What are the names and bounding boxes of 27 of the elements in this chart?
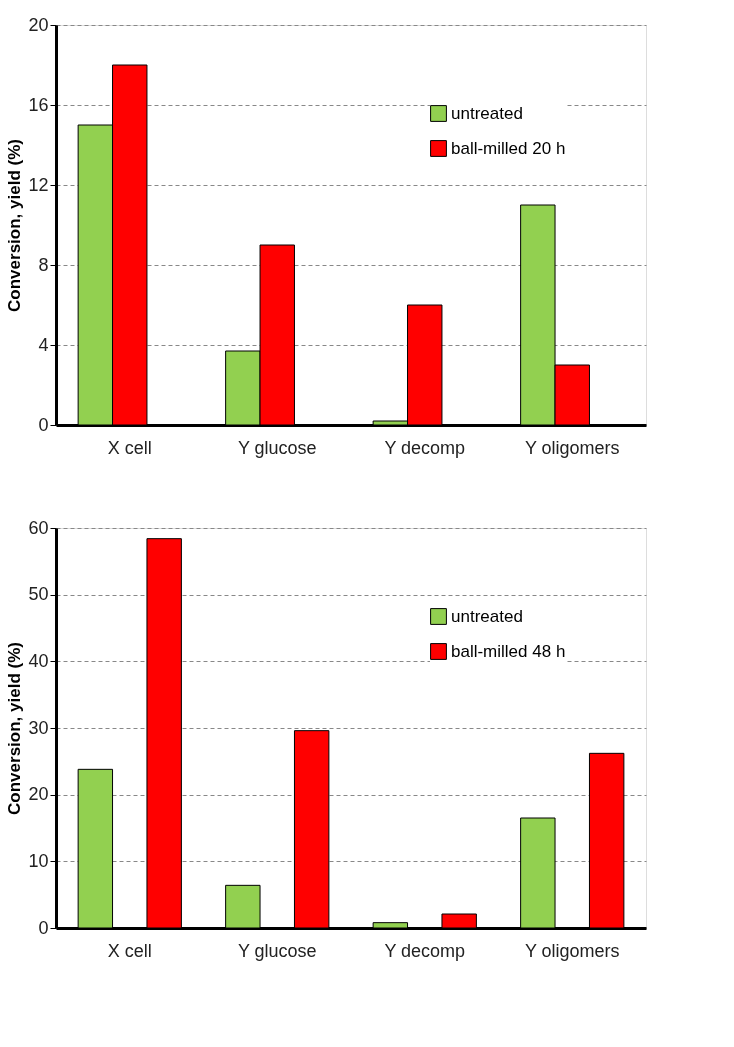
y-tick-label: 10 xyxy=(28,850,49,871)
x-tick-label: X cell xyxy=(107,940,152,961)
y-tick-label: 12 xyxy=(28,174,49,195)
y-tick-label: 20 xyxy=(28,14,49,35)
y-tick-label: 8 xyxy=(38,254,49,275)
x-tick-label: Y glucose xyxy=(237,437,317,458)
y-tick-label: 40 xyxy=(28,650,49,671)
y-tick-label: 0 xyxy=(38,414,49,435)
y-axis-title: Conversion, yield (%) xyxy=(5,642,25,815)
x-tick-label: Y glucose xyxy=(237,940,317,961)
y-tick-label: 50 xyxy=(28,584,49,605)
x-tick-label: Y oligomers xyxy=(524,940,620,961)
y-tick-label: 60 xyxy=(28,517,49,538)
y-tick-label: 4 xyxy=(38,334,49,355)
x-tick-label: X cell xyxy=(107,437,152,458)
legend-label: ball-milled 48 h xyxy=(451,641,566,661)
y-tick-label: 0 xyxy=(38,917,49,938)
legend-label: ball-milled 20 h xyxy=(451,138,566,158)
y-tick-label: 30 xyxy=(28,717,49,738)
x-tick-label: Y oligomers xyxy=(524,437,620,458)
y-tick-label: 20 xyxy=(28,784,49,805)
y-tick-label: 16 xyxy=(28,94,49,115)
legend-label: untreated xyxy=(451,606,523,626)
x-tick-label: Y decomp xyxy=(384,940,466,961)
legend-label: untreated xyxy=(451,103,523,123)
y-axis-title: Conversion, yield (%) xyxy=(5,139,25,312)
x-tick-label: Y decomp xyxy=(384,437,466,458)
